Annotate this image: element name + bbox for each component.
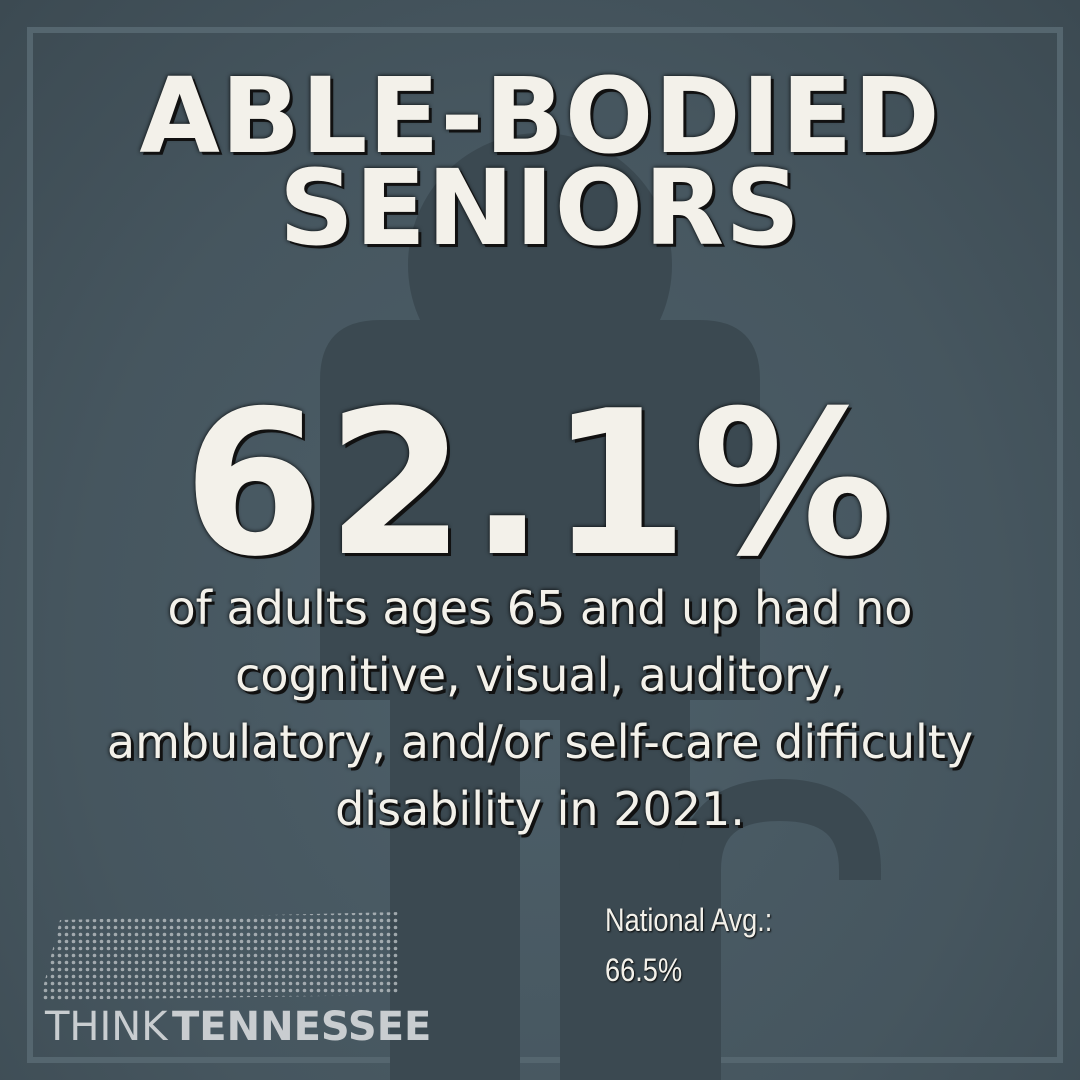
national-label: National Avg.: (605, 902, 773, 938)
statistic: 62.1% (183, 368, 897, 601)
cane (679, 778, 881, 1080)
title-line: ABLE-BODIED (139, 55, 941, 177)
description-line: disability in 2021. (335, 782, 745, 836)
logo-think: THINK (45, 1004, 168, 1050)
description-line: ambulatory, and/or self-care difficulty (106, 715, 974, 769)
logo-map (40, 912, 400, 1000)
figure-body (320, 320, 760, 1080)
description-line: cognitive, visual, auditory, (235, 648, 845, 702)
description-line: of adults ages 65 and up had no (167, 581, 913, 635)
title-line: SENIORS (278, 147, 802, 269)
frame (27, 27, 1063, 1063)
logo-tennessee: TENNESSEE (172, 1004, 432, 1050)
national-value: 66.5% (605, 952, 683, 988)
